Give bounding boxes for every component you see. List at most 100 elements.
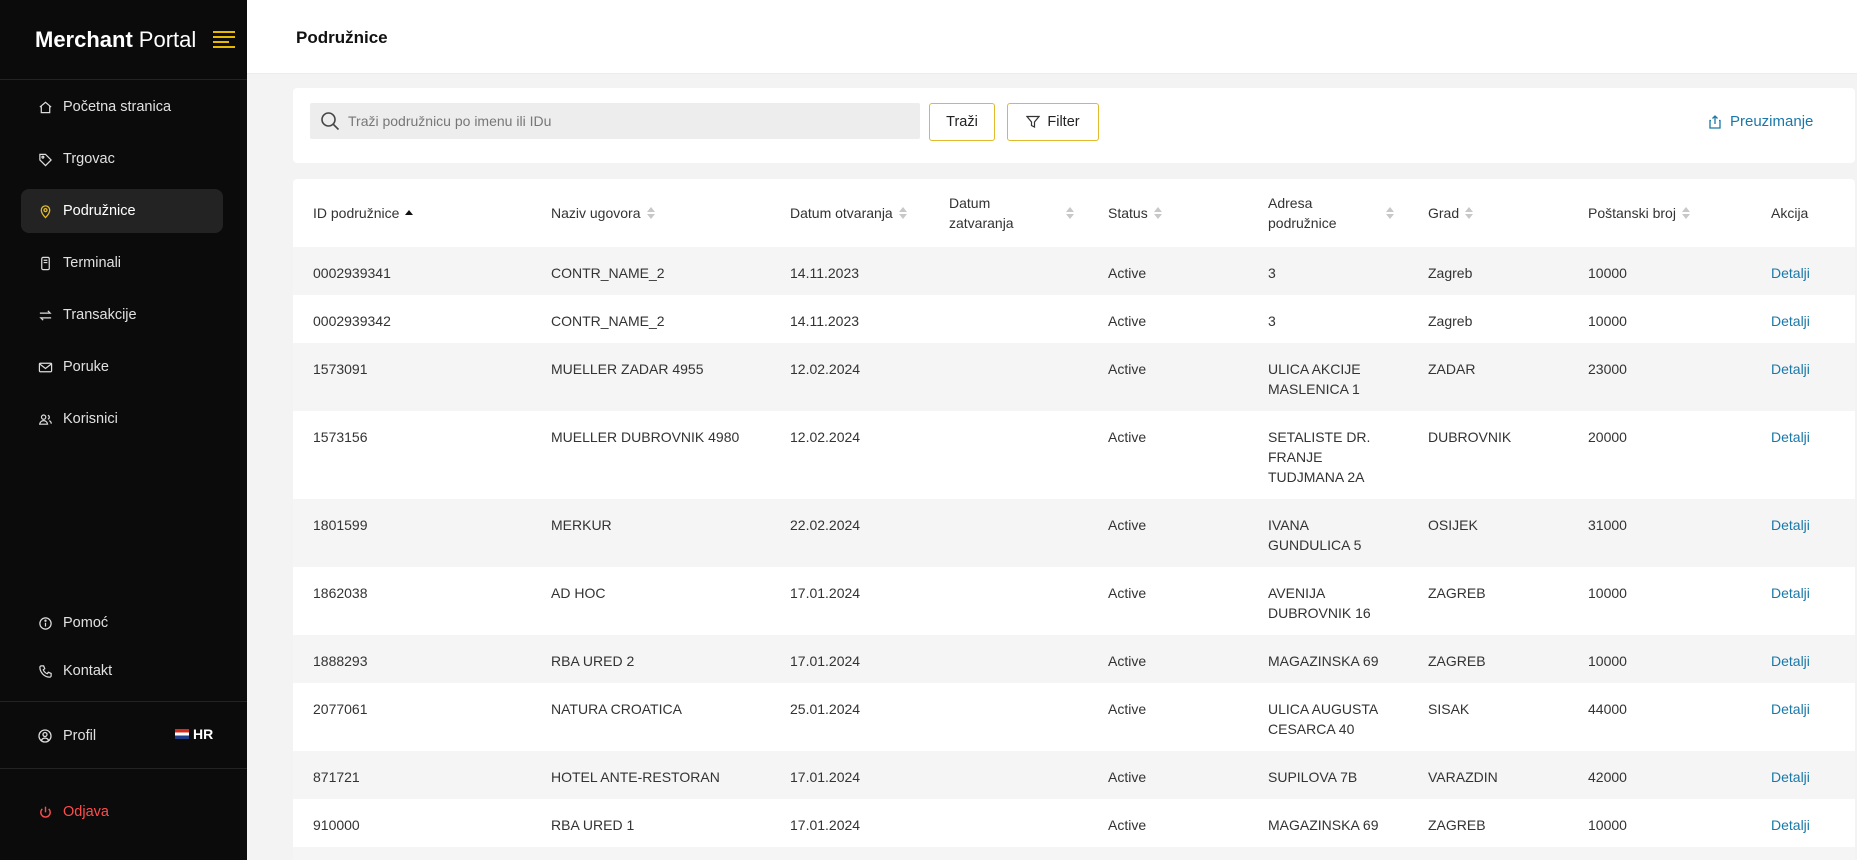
cell-address: SUPILOVA 7B <box>1268 769 1358 785</box>
cell-status: Active <box>1108 313 1147 329</box>
sidebar-item-kontakt[interactable]: Kontakt <box>21 649 223 693</box>
column-header-line: Datum <box>949 195 991 211</box>
cell-postal: 44000 <box>1588 701 1627 717</box>
cell-address: MAGAZINSKA 69 <box>1268 817 1379 833</box>
cell-id: 1862038 <box>313 585 368 601</box>
sidebar-item-profil[interactable]: Profil <box>21 714 223 758</box>
download-button[interactable]: Preuzimanje <box>1708 113 1813 130</box>
search-input[interactable] <box>348 113 908 129</box>
sidebar-item-korisnici[interactable]: Korisnici <box>21 397 223 441</box>
cell-opened: 17.01.2024 <box>790 653 861 669</box>
details-link[interactable]: Detalji <box>1771 585 1810 601</box>
cell-postal: 10000 <box>1588 585 1627 601</box>
table-row: 910000 RBA URED 1 17.01.2024 Active MAGA… <box>293 799 1855 847</box>
cell-postal: 10000 <box>1588 817 1627 833</box>
sort-ascending-icon <box>405 209 414 217</box>
cell-address: ULICA AKCIJE MASLENICA 1 <box>1268 361 1361 397</box>
sidebar-item-label: Početna stranica <box>63 99 172 115</box>
download-label: Preuzimanje <box>1730 113 1814 130</box>
sidebar-item-label: Korisnici <box>63 411 118 427</box>
filter-button[interactable]: Filter <box>1007 103 1099 141</box>
sidebar-item-trgovac[interactable]: Trgovac <box>21 137 223 181</box>
column-header-label: Akcija <box>1771 205 1809 221</box>
cell-contract: RBA URED 2 <box>551 653 635 669</box>
table-row: 1573091 MUELLER ZADAR 4955 12.02.2024 Ac… <box>293 343 1855 411</box>
column-header-city[interactable]: Grad <box>1428 179 1474 247</box>
cell-contract: CONTR_NAME_2 <box>551 313 665 329</box>
search-box[interactable] <box>310 103 920 139</box>
sidebar-item-pomoc[interactable]: Pomoć <box>21 601 223 645</box>
cell-id: 0002939341 <box>313 265 391 281</box>
column-header-line: Adresa <box>1268 195 1313 211</box>
cell-address: AVENIJA DUBROVNIK 16 <box>1268 585 1371 621</box>
cell-city: OSIJEK <box>1428 517 1478 533</box>
column-header-closed[interactable]: Datum zatvaranja <box>949 179 1084 247</box>
details-link[interactable]: Detalji <box>1771 361 1810 377</box>
search-button[interactable]: Traži <box>929 103 995 141</box>
column-header-label: Status <box>1108 205 1148 221</box>
power-icon <box>37 804 53 820</box>
column-header-postal[interactable]: Poštanski broj <box>1588 179 1690 247</box>
language-label: HR <box>193 726 214 742</box>
details-link[interactable]: Detalji <box>1771 817 1810 833</box>
details-link[interactable]: Detalji <box>1771 769 1810 785</box>
cell-city: SISAK <box>1428 701 1470 717</box>
transfer-arrows-icon <box>37 307 53 323</box>
column-header-label: Grad <box>1428 205 1460 221</box>
cell-city: ZAGREB <box>1428 817 1486 833</box>
language-switcher[interactable]: HR <box>175 726 213 742</box>
cell-opened: 17.01.2024 <box>790 585 861 601</box>
cell-postal: 10000 <box>1588 265 1627 281</box>
search-icon <box>321 112 340 131</box>
cell-postal: 23000 <box>1588 361 1627 377</box>
users-icon <box>37 411 53 427</box>
column-header-opened[interactable]: Datum otvaranja <box>790 179 907 247</box>
cell-city: VARAZDIN <box>1428 769 1498 785</box>
column-header-label: Adresa podružnice <box>1268 193 1337 233</box>
contact-label: Kontakt <box>63 663 113 679</box>
cell-opened: 17.01.2024 <box>790 817 861 833</box>
table-row: 1888293 RBA URED 2 17.01.2024 Active MAG… <box>293 635 1855 683</box>
logout-button[interactable]: Odjava <box>21 790 223 834</box>
sidebar-item-terminali[interactable]: Terminali <box>21 241 223 285</box>
details-link[interactable]: Detalji <box>1771 701 1810 717</box>
brand-name-light: Portal <box>138 26 197 52</box>
sidebar-item-poruke[interactable]: Poruke <box>21 345 223 389</box>
cell-contract: MERKUR <box>551 517 612 533</box>
sort-icon <box>646 207 655 219</box>
cell-address: ULICA AUGUSTA CESARCA 40 <box>1268 701 1378 737</box>
column-header-line: zatvaranja <box>949 215 1014 231</box>
details-link[interactable]: Detalji <box>1771 429 1810 445</box>
details-link[interactable]: Detalji <box>1771 265 1810 281</box>
menu-toggle-icon[interactable] <box>213 31 235 49</box>
details-link[interactable]: Detalji <box>1771 653 1810 669</box>
cell-postal: 10000 <box>1588 313 1627 329</box>
phone-icon <box>37 663 53 679</box>
sidebar-item-label: Terminali <box>63 255 122 271</box>
cell-id: 871721 <box>313 769 360 785</box>
sidebar-item-transakcije[interactable]: Transakcije <box>21 293 223 337</box>
column-header-contract[interactable]: Naziv ugovora <box>551 179 655 247</box>
cell-postal: 10000 <box>1588 653 1627 669</box>
cell-id: 0002939342 <box>313 313 391 329</box>
table-row: 1801599 MERKUR 22.02.2024 Active IVANA G… <box>293 499 1855 567</box>
cell-city: DUBROVNIK <box>1428 429 1512 445</box>
column-header-id[interactable]: ID podružnice <box>313 179 414 247</box>
details-link[interactable]: Detalji <box>1771 517 1810 533</box>
column-header-address[interactable]: Adresa podružnice <box>1268 179 1394 247</box>
sidebar: Merchant Portal Početna stranica Trgovac… <box>0 0 247 860</box>
sidebar-item-pocetna[interactable]: Početna stranica <box>21 85 223 129</box>
cell-contract: RBA URED 1 <box>551 817 635 833</box>
cell-id: 1573091 <box>313 361 368 377</box>
column-header-status[interactable]: Status <box>1108 179 1162 247</box>
sidebar-item-label: Podružnice <box>63 203 136 219</box>
cell-contract: AD HOC <box>551 585 606 601</box>
details-link[interactable]: Detalji <box>1771 313 1810 329</box>
sidebar-item-podruznice[interactable]: Podružnice <box>21 189 223 233</box>
cell-status: Active <box>1108 585 1147 601</box>
cell-status: Active <box>1108 361 1147 377</box>
cell-city: Zagreb <box>1428 313 1473 329</box>
cell-status: Active <box>1108 265 1147 281</box>
cell-opened: 17.01.2024 <box>790 769 861 785</box>
sidebar-item-label: Transakcije <box>63 307 137 323</box>
